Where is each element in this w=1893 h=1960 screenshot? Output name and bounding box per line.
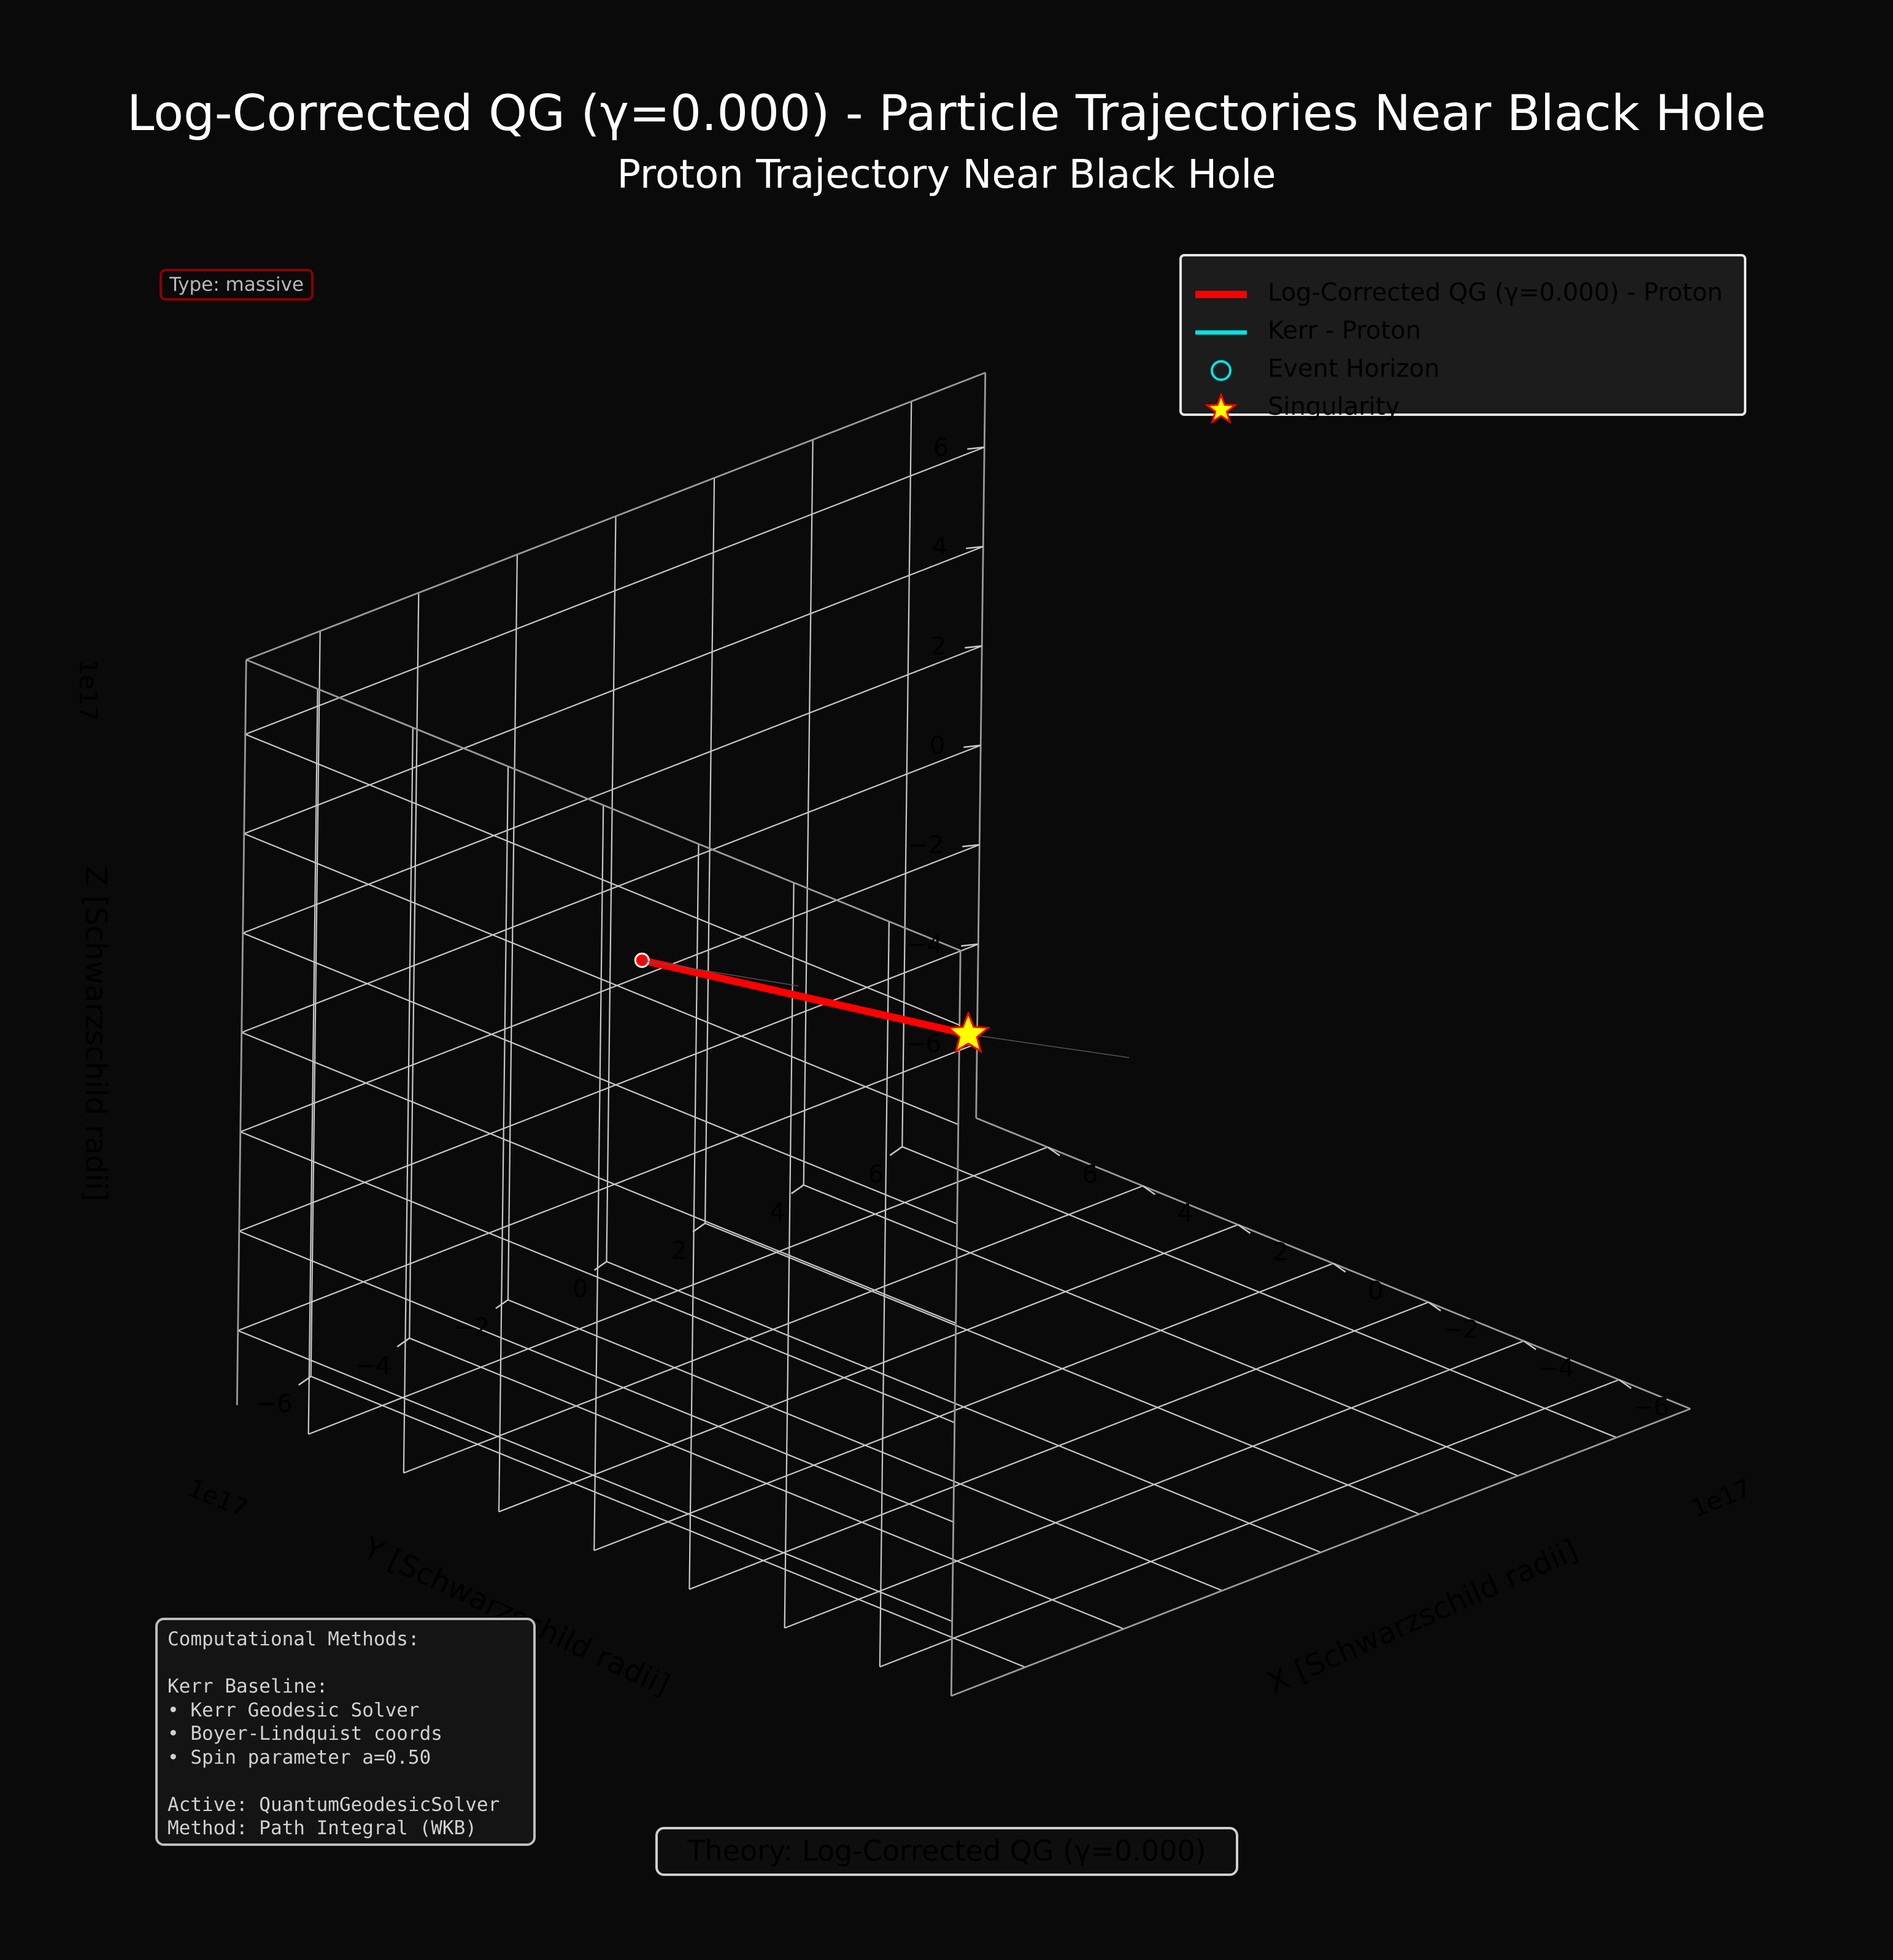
y-tick-label: −2: [453, 1313, 490, 1342]
grid-line: [245, 446, 985, 736]
tick-mark: [962, 844, 980, 848]
tick-mark: [961, 943, 979, 947]
x-tick-label: −4: [1538, 1355, 1574, 1383]
grid-line: [245, 733, 960, 1026]
tick-mark: [396, 1337, 411, 1348]
z-tick-label: 0: [930, 732, 945, 760]
axes-grid: [236, 372, 1691, 1697]
z-tick-label: 4: [932, 533, 947, 561]
grid-line: [244, 832, 959, 1126]
grid-line: [704, 1223, 1420, 1515]
y-tick-label: −4: [355, 1351, 391, 1380]
pane-edge: [950, 1408, 1691, 1697]
tick-mark: [1618, 1379, 1632, 1389]
tick-mark: [966, 545, 984, 550]
tick-mark: [889, 1146, 903, 1156]
grid-line: [901, 1146, 1617, 1439]
x-tick-label: 0: [1368, 1277, 1383, 1305]
x-axis-label: X [Schwarzschild radii]: [1262, 1533, 1583, 1701]
pane-edge: [245, 372, 986, 661]
legend-item-qg: Log-Corrected QG (γ=0.000) - Proton: [1182, 276, 1744, 313]
x-tick-label: −2: [1443, 1316, 1479, 1344]
legend-label: Event Horizon: [1268, 355, 1440, 383]
grid-line: [242, 932, 958, 1225]
z-tick-label: 2: [931, 632, 946, 661]
z-offset-label: 1e17: [74, 659, 102, 721]
y-tick-label: −6: [256, 1390, 293, 1418]
pane-edge: [236, 659, 247, 1405]
theory-label: Theory: Log-Corrected QG (γ=0.000): [655, 1827, 1238, 1876]
grid-line: [803, 1184, 1519, 1477]
grid-line: [241, 744, 981, 1034]
grid-line: [704, 478, 715, 1224]
trajectory-line-0: [638, 956, 972, 1038]
tick-labels: −6 −6 −6 −4 −4 −4 −2 −2 −2 0 0 0 2 2 2 4 4 4 6 6 6: [256, 434, 1670, 1421]
legend-line-cyan: [1195, 330, 1247, 335]
legend-item-kerr: Kerr - Proton: [1182, 314, 1744, 351]
grid-line: [803, 439, 814, 1185]
tick-mark: [495, 1299, 509, 1309]
data-marks: [634, 952, 1130, 1058]
grid-line: [308, 1146, 1048, 1435]
tick-mark: [963, 744, 981, 748]
x-tick-label: 4: [1178, 1199, 1193, 1228]
tick-mark: [692, 1223, 706, 1233]
legend: Log-Corrected QG (γ=0.000) - Proton Kerr…: [1179, 254, 1746, 424]
tick-mark: [1523, 1340, 1536, 1350]
grid-line: [403, 1185, 1143, 1474]
tick-mark: [1237, 1224, 1251, 1234]
z-tick-label: −2: [908, 831, 944, 859]
pane-edge: [245, 659, 961, 951]
grid-line: [498, 1224, 1238, 1513]
tick-mark: [1142, 1185, 1156, 1196]
grid-line: [242, 645, 982, 934]
tick-mark: [1428, 1301, 1441, 1312]
y-tick-label: 2: [671, 1237, 687, 1265]
projection-guide: [968, 1034, 1130, 1058]
x-offset-label: 1e17: [1687, 1474, 1756, 1523]
tick-mark: [1333, 1262, 1346, 1273]
tick-mark: [965, 645, 982, 649]
legend-label: Singularity: [1268, 393, 1400, 421]
z-tick-label: 6: [933, 434, 949, 462]
y-offset-label: 1e17: [183, 1474, 252, 1523]
tick-mark: [1047, 1146, 1060, 1156]
z-axis-label: Z [Schwarzschild radii]: [79, 866, 113, 1202]
grid-line: [403, 728, 414, 1474]
y-tick-label: 0: [573, 1275, 588, 1304]
chart-subtitle: Proton Trajectory Near Black Hole: [617, 152, 1276, 198]
z-tick-label: −6: [905, 1030, 941, 1058]
legend-label: Log-Corrected QG (γ=0.000) - Proton: [1268, 279, 1723, 307]
grid-line: [498, 766, 509, 1512]
chart-title: Log-Corrected QG (γ=0.000) - Particle Tr…: [126, 85, 1767, 142]
circle-icon: [1211, 360, 1232, 381]
methods-box: Computational Methods: Kerr Baseline: • …: [155, 1618, 536, 1846]
y-tick-label: 4: [769, 1199, 785, 1227]
x-tick-label: −6: [1633, 1393, 1669, 1421]
pane-edge: [950, 950, 962, 1696]
tick-mark: [967, 446, 985, 450]
z-tick-label: −4: [906, 931, 943, 959]
legend-line-red: [1195, 291, 1247, 298]
tick-mark: [593, 1261, 607, 1271]
projection-guide: [642, 959, 799, 987]
type-badge: Type: massive: [160, 269, 314, 301]
x-tick-label: 2: [1273, 1238, 1288, 1266]
y-tick-label: 6: [868, 1160, 884, 1188]
legend-label: Kerr - Proton: [1268, 317, 1421, 345]
tick-mark: [790, 1184, 804, 1194]
grid-line: [244, 545, 984, 835]
star-icon: [1205, 392, 1238, 424]
grid-line: [606, 1261, 1321, 1553]
grid-line: [307, 688, 318, 1434]
legend-item-singularity: Singularity: [1182, 390, 1744, 427]
grid-line: [241, 1031, 957, 1324]
tick-mark: [298, 1375, 312, 1386]
x-tick-label: 6: [1082, 1161, 1098, 1189]
singularity-marker: [946, 1010, 991, 1053]
legend-item-horizon: Event Horizon: [1182, 352, 1744, 389]
